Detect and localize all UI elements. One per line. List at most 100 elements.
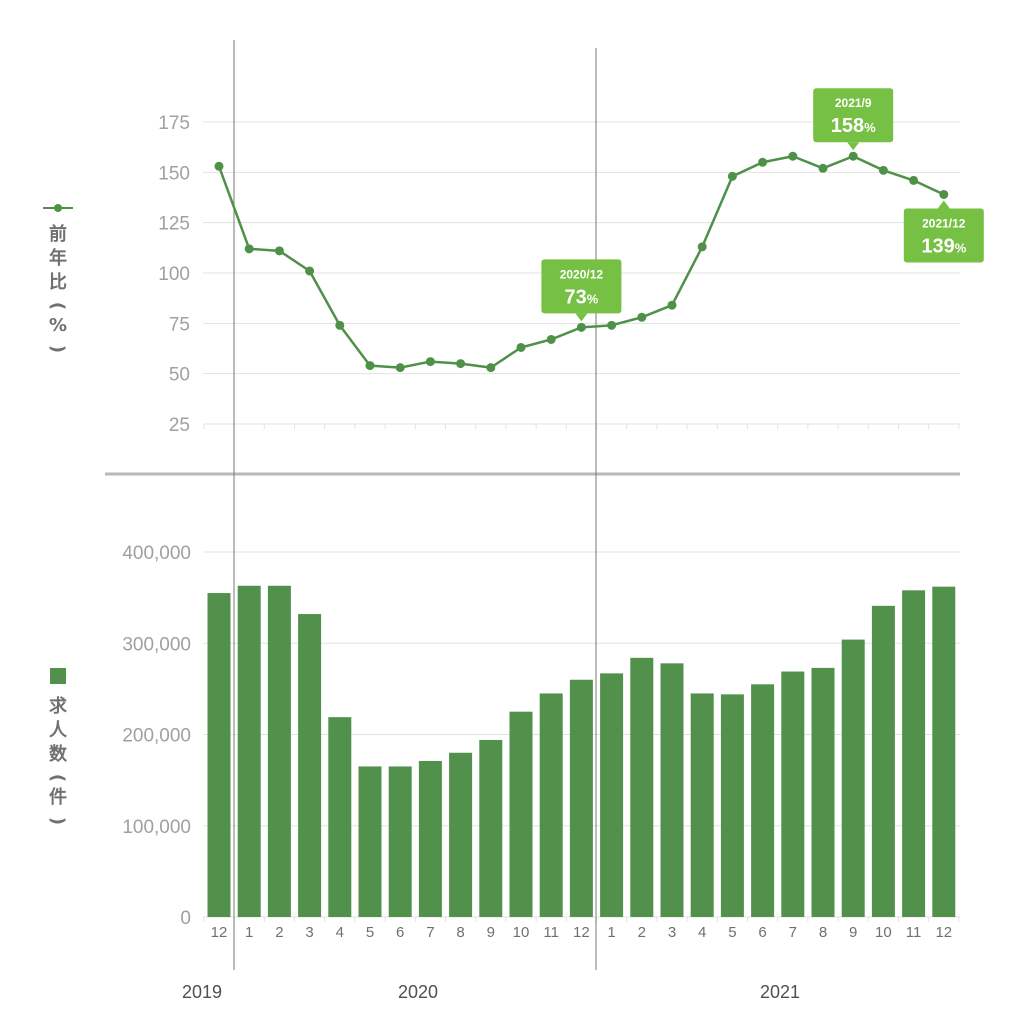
line-y-tick: 100 [158, 264, 190, 285]
callout-value-number: 73 [564, 286, 586, 308]
line-point [667, 300, 677, 310]
x-tick: 11 [906, 924, 922, 941]
y-label-char: ) [47, 345, 68, 353]
bar-y-tick: 300,000 [122, 634, 191, 655]
y-label-char: ( [47, 774, 68, 782]
bar-chart-y-ticks: 0 100,000 200,000 300,000 400,000 [122, 543, 191, 929]
bar [418, 760, 442, 917]
line-point [576, 322, 586, 332]
bar [781, 671, 805, 917]
line-y-tick: 125 [158, 214, 190, 235]
bar [871, 605, 895, 917]
line-point [607, 320, 617, 330]
line-point [365, 361, 375, 371]
callout-unit: % [587, 291, 599, 306]
line-point [909, 175, 919, 185]
x-tick: 4 [336, 924, 344, 941]
line-point [214, 161, 224, 171]
x-tick: 11 [543, 924, 559, 941]
bar [479, 739, 503, 917]
callout-unit: % [864, 120, 876, 135]
line-y-tick: 75 [169, 314, 190, 335]
x-tick: 3 [668, 924, 676, 941]
bar [811, 667, 835, 917]
line-point [788, 151, 798, 161]
x-tick: 9 [849, 924, 857, 941]
y-label-char: 求 [49, 695, 68, 717]
y-label-char: ( [47, 302, 68, 310]
x-tick: 5 [366, 924, 374, 941]
bar [388, 766, 412, 917]
callout-box [813, 88, 894, 143]
line-point [546, 334, 556, 344]
callout-date: 2021/12 [922, 216, 966, 230]
y-axis-labels: 前年比 (%) 求人数 (件) [43, 204, 73, 825]
callout-value: 73% [564, 286, 598, 308]
x-tick: 8 [456, 924, 464, 941]
line-point [818, 163, 828, 173]
line-y-tick: 25 [169, 415, 190, 436]
line-point [486, 363, 496, 373]
x-tick: 2 [638, 924, 646, 941]
line-y-label: 前年比 (%) [43, 204, 73, 353]
year-separators [233, 40, 597, 970]
line-point [395, 363, 405, 373]
bar [207, 593, 231, 917]
y-label-char: 年 [49, 247, 67, 269]
callout: 2020/12 73% [541, 259, 622, 322]
callout: 2021/12 139% [903, 200, 984, 263]
x-tick: 12 [573, 924, 590, 941]
bar [660, 663, 684, 917]
line-point [758, 157, 768, 167]
x-tick: 4 [698, 924, 706, 941]
callout-box [903, 208, 984, 263]
bar-y-tick: 0 [180, 908, 191, 929]
bar-y-tick: 200,000 [122, 726, 191, 747]
callout-pointer [937, 200, 950, 209]
line-point [425, 357, 435, 367]
bar [690, 693, 714, 917]
x-tick: 12 [935, 924, 952, 941]
x-tick: 12 [211, 924, 228, 941]
x-tick: 6 [758, 924, 766, 941]
x-tick: 5 [728, 924, 736, 941]
x-tick: 10 [513, 924, 530, 941]
legend-square-marker [50, 668, 66, 684]
x-tick: 7 [426, 924, 434, 941]
line-point [939, 189, 949, 199]
bar [720, 694, 744, 917]
callout-value: 158% [831, 115, 876, 137]
callouts: 2020/12 73% 2021/9 158% 2021/12 139% [541, 88, 984, 322]
bar [237, 585, 261, 917]
bar [509, 711, 533, 917]
bar [267, 585, 291, 917]
y-label-char: 件 [49, 786, 67, 808]
bar [328, 717, 352, 917]
bar [298, 614, 322, 917]
x-axis-month-ticks: 12 1 2 3 4 5 6 7 8 9 10 11 12 1 2 3 4 5 6 7 8 9 10 11 12 [211, 924, 952, 941]
callout-box [541, 259, 622, 314]
bar-y-tick: 400,000 [122, 543, 191, 564]
x-tick: 2 [275, 924, 283, 941]
x-tick: 10 [875, 924, 892, 941]
y-label-char: 比 [49, 272, 67, 293]
line-y-tick: 150 [158, 163, 190, 184]
y-label-char: 前 [49, 223, 67, 245]
bar-y-tick: 100,000 [122, 817, 191, 838]
x-tick: 1 [607, 924, 615, 941]
line-point [456, 359, 466, 369]
bar [841, 639, 865, 917]
callout-pointer [847, 142, 860, 151]
line-series [214, 151, 949, 373]
line-point [244, 244, 254, 254]
bar [569, 679, 593, 917]
x-axis-years: 2019 2020 2021 [182, 982, 800, 1002]
callout-value-number: 158 [831, 115, 864, 137]
callout-date: 2021/9 [835, 96, 872, 110]
bar [600, 673, 624, 917]
bar [902, 590, 926, 917]
callout: 2021/9 158% [813, 88, 894, 151]
callout-unit: % [955, 240, 967, 255]
line-chart-gridlines [203, 121, 960, 429]
year-label: 2021 [760, 982, 800, 1002]
